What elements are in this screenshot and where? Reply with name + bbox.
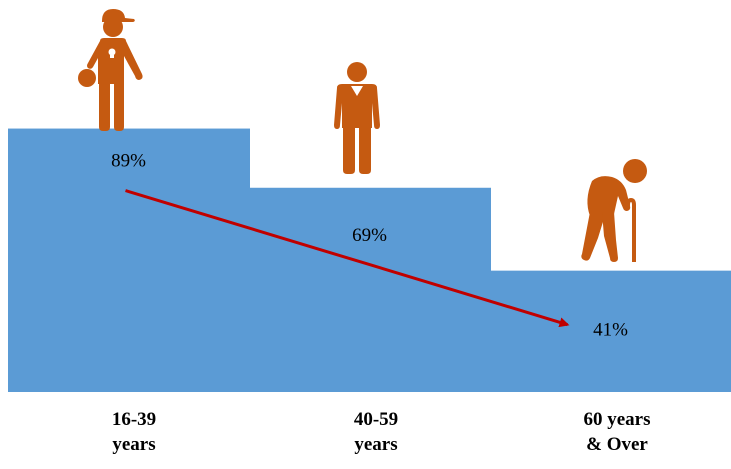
elderly-person-with-cane-icon xyxy=(581,159,647,262)
category-label-line-1: 60 years xyxy=(583,409,651,430)
category-label-line-1: 16-39 xyxy=(111,409,157,430)
step-bar-0 xyxy=(8,128,250,392)
category-label-60-and-over: 60 years & Over xyxy=(547,407,687,457)
category-label-16-39: 16-39 years xyxy=(64,407,204,457)
step-bar-2 xyxy=(490,270,731,392)
trend-arrow xyxy=(125,189,570,328)
category-label-line-2: years xyxy=(112,434,156,455)
value-label-1: 69% xyxy=(352,225,387,246)
category-label-line-2: & Over xyxy=(586,434,648,455)
value-label-2: 41% xyxy=(593,320,628,341)
category-label-line-2: years xyxy=(354,434,398,455)
category-label-40-59: 40-59 years xyxy=(306,407,446,457)
middle-aged-person-icon xyxy=(334,62,380,174)
value-label-0: 89% xyxy=(111,151,146,172)
young-person-icon xyxy=(78,9,143,131)
category-label-line-1: 40-59 xyxy=(353,409,399,430)
